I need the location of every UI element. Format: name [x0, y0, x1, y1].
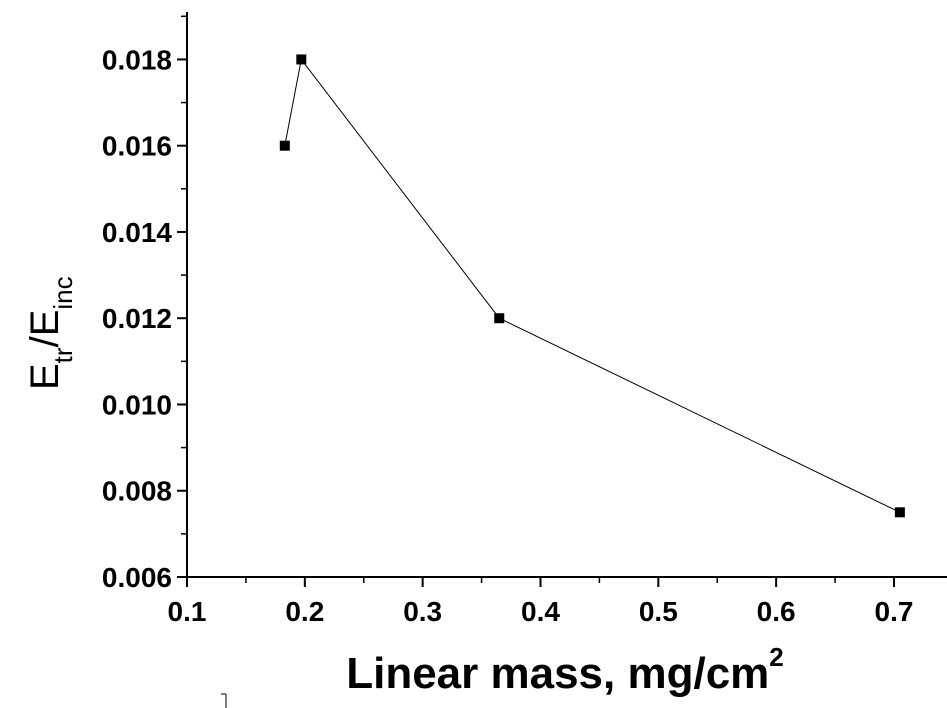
data-point: [494, 313, 505, 324]
x-axis-title: Linear mass, mg/cm2: [346, 642, 784, 698]
x-axis-title-superscript: 2: [769, 642, 783, 672]
x-tick-label: 0.1: [168, 596, 207, 627]
y-axis-title: Etr/Einc: [23, 276, 78, 390]
y-tick-label: 0.018: [102, 44, 172, 75]
axes: [186, 12, 947, 578]
x-tick-label: 0.7: [875, 596, 914, 627]
y-axis-title-slash: /E: [23, 310, 67, 348]
x-tick-label: 0.6: [757, 596, 796, 627]
y-tick-label: 0.016: [102, 131, 172, 162]
x-tick-label: 0.2: [285, 596, 324, 627]
data-point: [279, 140, 290, 151]
x-tick-label: 0.3: [403, 596, 442, 627]
data-point: [894, 507, 905, 518]
x-tick-label: 0.4: [521, 596, 560, 627]
data-point: [296, 54, 307, 65]
y-tick-label: 0.010: [102, 389, 172, 420]
y-tick-label: 0.006: [102, 562, 172, 593]
y-axis-title-sub2: inc: [48, 276, 78, 309]
x-axis-title-main: Linear mass, mg/cm: [346, 649, 769, 698]
y-tick-label: 0.008: [102, 476, 172, 507]
y-tick-label: 0.012: [102, 303, 172, 334]
ticks: [177, 15, 895, 587]
y-axis-title-sub1: tr: [48, 347, 78, 363]
series: [279, 54, 905, 518]
series-line: [284, 58, 901, 513]
y-tick-label: 0.014: [102, 217, 172, 248]
x-tick-label: 0.5: [639, 596, 678, 627]
y-axis-title-e1: E: [23, 363, 67, 390]
tick-labels: 0.1 0.2 0.3 0.4 0.5 0.6 0.7 0.006 0.008 0.010 0.01…: [102, 44, 914, 627]
